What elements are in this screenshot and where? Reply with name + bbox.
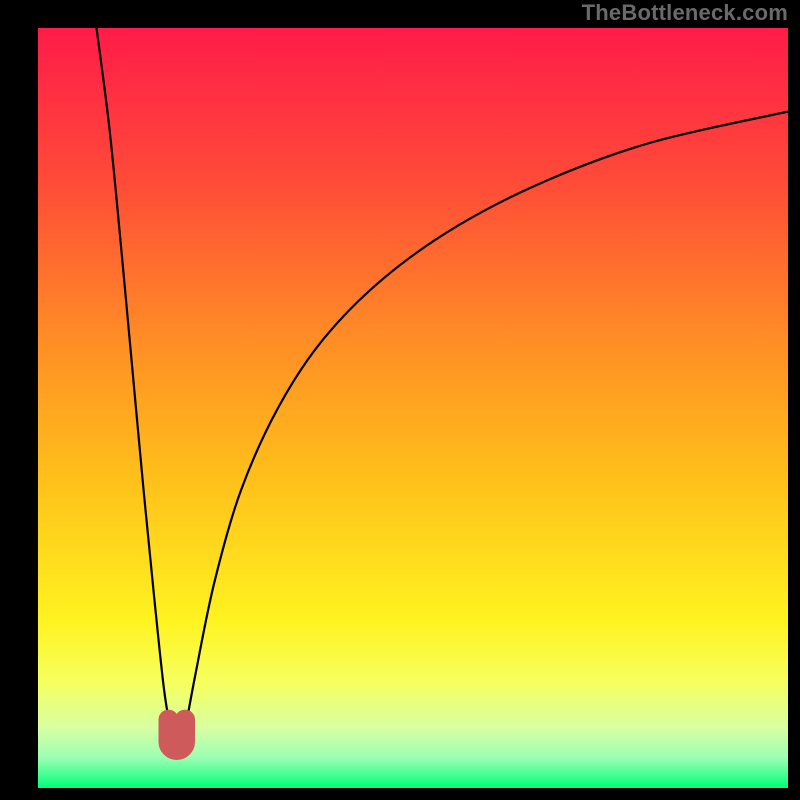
gradient-background: [38, 28, 788, 788]
plot-area: [38, 28, 788, 788]
watermark-text: TheBottleneck.com: [582, 0, 788, 26]
valley-marker-icon: [169, 720, 186, 750]
chart-frame: TheBottleneck.com: [0, 0, 800, 800]
chart-svg: [38, 28, 788, 788]
